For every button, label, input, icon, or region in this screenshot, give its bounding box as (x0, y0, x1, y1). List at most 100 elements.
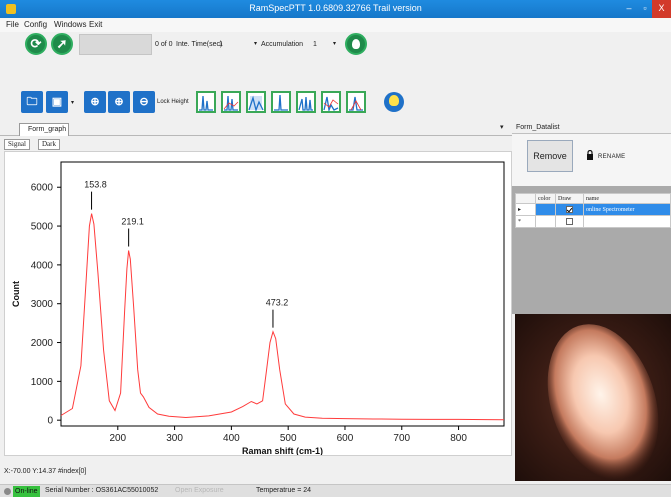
row-draw-cell[interactable] (555, 203, 584, 216)
open-file-button[interactable]: 🗀 (21, 91, 43, 113)
graph-view-1-button[interactable] (196, 91, 216, 113)
spectrum-line (60, 213, 505, 421)
graph-view-3-button[interactable] (246, 91, 266, 113)
remove-button[interactable]: Remove (527, 140, 573, 172)
save-button[interactable]: ▣ (46, 91, 68, 113)
draw-checkbox[interactable] (566, 218, 573, 225)
refresh-button[interactable]: ⟳ (25, 33, 47, 55)
connection-icon (4, 488, 11, 495)
save-icon: ▣ (51, 96, 63, 108)
graph-view-4-button[interactable] (271, 91, 291, 113)
tab-dark[interactable]: Dark (38, 139, 60, 150)
zoom-horizontal-button[interactable]: ⊕ (84, 91, 106, 113)
column-header-name[interactable]: name (583, 193, 671, 204)
tab-form-graph[interactable]: Form_graph (19, 123, 69, 136)
graph-view-5-button[interactable] (296, 91, 316, 113)
run-icon: ➚ (56, 36, 68, 51)
datalist-panel-header: Form_Datalist (512, 122, 671, 134)
x-tick-label: 800 (450, 433, 467, 444)
column-header-draw[interactable]: Draw (555, 193, 584, 204)
peak-label: 219.1 (121, 217, 144, 227)
table-row[interactable]: * (515, 215, 671, 228)
folder-icon: 🗀 (26, 96, 38, 108)
temperature-readout: Temperatrue = 24 (256, 487, 312, 494)
refresh-icon: ⟳ (30, 36, 42, 51)
panel-menu-dropdown-icon[interactable]: ▾ (500, 124, 504, 131)
spectrum-icon (274, 94, 288, 111)
serial-number: Serial Number : OS361AC55010052 (45, 487, 159, 494)
inte-time-label: Inte. Time(sec) (176, 41, 223, 48)
y-tick-label: 0 (47, 416, 53, 427)
accumulation-input[interactable]: 1 (313, 41, 317, 48)
row-selector-icon[interactable]: ▸ (515, 203, 536, 216)
x-tick-label: 200 (109, 433, 126, 444)
spectrum-icon (323, 96, 339, 111)
lock-height-label[interactable]: Lock Height (157, 99, 189, 105)
spectrum-chart[interactable]: 0 1000 2000 3000 4000 5000 6000 200 300 400 500 600… (5, 152, 511, 456)
maximize-button[interactable]: ▫ (643, 3, 647, 13)
graph-view-7-button[interactable] (346, 91, 366, 113)
tab-signal[interactable]: Signal (4, 139, 30, 150)
plot-area[interactable]: 0 1000 2000 3000 4000 5000 6000 200 300 400 500 600… (4, 151, 512, 456)
column-header-color[interactable]: color (535, 193, 556, 204)
window-title: RamSpecPTT 1.0.6809.32766 Trail version (249, 3, 422, 13)
y-axis-label: Count (11, 281, 21, 307)
inte-time-input[interactable]: 1 (219, 41, 223, 48)
spectrum-icon (298, 96, 313, 111)
run-button[interactable]: ➚ (51, 33, 73, 55)
menu-config[interactable]: Config (24, 20, 48, 29)
grid-corner (515, 193, 536, 204)
save-dropdown-icon[interactable]: ▾ (71, 100, 75, 106)
zoom-y-icon: ⊕ (114, 96, 124, 108)
row-color-cell[interactable] (535, 203, 556, 216)
y-tick-label: 1000 (31, 377, 54, 388)
zoom-vertical-button[interactable]: ⊕ (108, 91, 130, 113)
close-button[interactable]: X (652, 0, 671, 18)
draw-checkbox[interactable] (566, 206, 573, 213)
online-badge: On-line (13, 486, 40, 497)
light-toggle-button[interactable] (345, 33, 367, 55)
table-row[interactable]: ▸ online Spectrometer (515, 203, 671, 216)
lightbulb-icon (352, 39, 360, 49)
y-tick-label: 2000 (31, 338, 54, 349)
row-draw-cell[interactable] (555, 215, 584, 228)
zoom-out-button[interactable]: ⊖ (133, 91, 155, 113)
x-tick-label: 300 (166, 433, 183, 444)
rename-button[interactable]: RENAME (598, 154, 626, 160)
x-tick-label: 400 (223, 433, 240, 444)
lamp-button[interactable] (384, 92, 404, 112)
lock-icon[interactable] (586, 150, 594, 160)
row-name-cell[interactable] (583, 215, 671, 228)
row-name-cell[interactable]: online Spectrometer (583, 203, 671, 216)
spectrum-icon (349, 96, 363, 111)
status-box (79, 34, 152, 55)
x-tick-label: 500 (280, 433, 297, 444)
graph-view-6-button[interactable] (321, 91, 341, 113)
graph-panel-header (0, 122, 512, 136)
x-tick-label: 700 (393, 433, 410, 444)
minimize-button[interactable]: – (626, 3, 632, 13)
x-tick-label: 600 (337, 433, 354, 444)
open-exposure-label: Open Exposure (175, 487, 224, 494)
zoom-x-icon: ⊕ (90, 96, 100, 108)
title-bar[interactable]: RamSpecPTT 1.0.6809.32766 Trail version … (0, 0, 671, 18)
spectrum-icon (223, 95, 239, 111)
y-tick-label: 3000 (31, 299, 54, 310)
status-bar: On-line Serial Number : OS361AC55010052 … (0, 484, 671, 497)
datalist-grid[interactable]: color Draw name ▸ online Spectrometer * (515, 193, 671, 228)
graph-view-2-button[interactable] (221, 91, 241, 113)
menu-file[interactable]: File (6, 20, 19, 29)
camera-view (515, 314, 671, 481)
menu-bar: File Config Windows Exit (0, 18, 671, 32)
grid-header-row: color Draw name (515, 193, 671, 204)
new-row-icon[interactable]: * (515, 215, 536, 228)
y-tick-label: 4000 (31, 260, 54, 271)
menu-windows[interactable]: Windows (54, 20, 87, 29)
spectrum-icon (199, 95, 213, 111)
accumulation-dropdown-icon[interactable]: ▾ (333, 41, 337, 47)
row-color-cell[interactable] (535, 215, 556, 228)
menu-exit[interactable]: Exit (89, 20, 103, 29)
peak-label: 473.2 (266, 298, 289, 308)
inte-time-dropdown-icon[interactable]: ▾ (254, 41, 258, 47)
